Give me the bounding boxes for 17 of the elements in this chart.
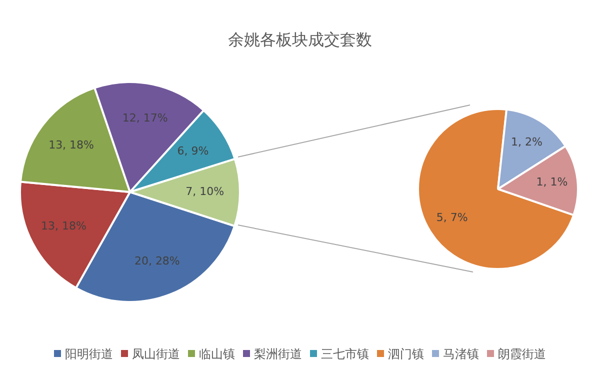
data-label: 7, 10% bbox=[186, 185, 224, 198]
legend-label: 梨洲街道 bbox=[253, 347, 302, 361]
legend-label: 临山镇 bbox=[198, 347, 235, 361]
data-label: 13, 18% bbox=[48, 138, 94, 152]
legend-label: 泗门镇 bbox=[387, 347, 424, 361]
data-label: 20, 28% bbox=[134, 254, 180, 268]
data-label: 1, 2% bbox=[510, 136, 542, 149]
chart-title: 余姚各板块成交套数 bbox=[227, 30, 373, 51]
data-label: 1, 1% bbox=[536, 176, 568, 188]
legend-label: 凤山街道 bbox=[131, 347, 180, 361]
legend-label: 马渚镇 bbox=[442, 347, 479, 361]
data-label: 6, 9% bbox=[177, 144, 209, 158]
legend-label: 三七市镇 bbox=[320, 347, 369, 361]
data-label: 13, 18% bbox=[41, 220, 86, 233]
data-label: 12, 17% bbox=[122, 112, 168, 125]
legend-label: 朗霞街道 bbox=[497, 347, 546, 361]
legend-label: 阳明街道 bbox=[64, 347, 113, 361]
